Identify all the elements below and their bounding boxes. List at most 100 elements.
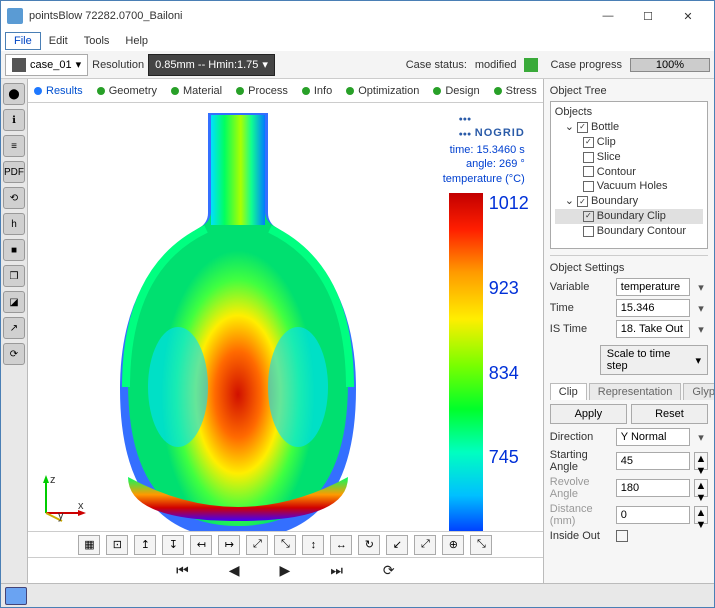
menu-tools[interactable]: Tools (76, 33, 118, 49)
spinner[interactable]: ▲▼ (694, 452, 708, 470)
tab-geometry[interactable]: Geometry (97, 85, 157, 97)
tab-stress[interactable]: Stress (494, 85, 537, 97)
left-tool-9[interactable]: ↗ (3, 317, 25, 339)
tab-process[interactable]: Process (236, 85, 288, 97)
tree-item-contour[interactable]: Contour (555, 165, 703, 180)
view-tool-9[interactable]: ↔ (330, 535, 352, 555)
resolution-label: Resolution (92, 59, 144, 71)
left-tool-7[interactable]: ❒ (3, 265, 25, 287)
tab-info[interactable]: Info (302, 85, 332, 97)
tab-design[interactable]: Design (433, 85, 479, 97)
view-tool-6[interactable]: ⤢ (246, 535, 268, 555)
case-status-label: Case status: (406, 59, 467, 71)
inside-out-checkbox[interactable] (616, 530, 628, 542)
starting-angle-label: Starting Angle (550, 449, 612, 473)
left-tool-1[interactable]: ℹ (3, 109, 25, 131)
tab-results[interactable]: Results (34, 85, 83, 97)
menu-file[interactable]: File (5, 32, 41, 50)
view-tool-5[interactable]: ↦ (218, 535, 240, 555)
chevron-down-icon[interactable]: ▾ (694, 281, 708, 294)
statusbar-button[interactable] (5, 587, 27, 605)
resolution-selector[interactable]: 0.85mm -- Hmin:1.75 ▾ (148, 54, 275, 76)
starting-angle-input[interactable]: 45 (616, 452, 690, 470)
tab-clip[interactable]: Clip (550, 383, 587, 400)
minimize-button[interactable]: — (588, 2, 628, 30)
svg-text:z: z (50, 474, 56, 486)
playback-3[interactable]: ⏭ (330, 562, 343, 579)
tree-item-boundary-contour[interactable]: Boundary Contour (555, 224, 703, 239)
playback-2[interactable]: ▶ (280, 562, 291, 579)
object-tree[interactable]: Objects ⌄✓Bottle ✓ClipSliceContourVacuum… (550, 101, 708, 249)
tab-glyph[interactable]: Glyph (683, 383, 714, 400)
tree-item-vacuum-holes[interactable]: Vacuum Holes (555, 179, 703, 194)
menu-edit[interactable]: Edit (41, 33, 76, 49)
chevron-down-icon[interactable]: ▾ (694, 323, 708, 336)
spinner[interactable]: ▲▼ (694, 506, 708, 524)
direction-select[interactable]: Y Normal (616, 428, 690, 446)
left-tool-5[interactable]: h (3, 213, 25, 235)
svg-text:x: x (78, 500, 84, 512)
viewport-3d[interactable]: ● ● ●● ● ● NOGRID time: 15.3460 s angle:… (28, 103, 543, 531)
tree-item-slice[interactable]: Slice (555, 150, 703, 165)
view-tool-11[interactable]: ↙ (386, 535, 408, 555)
left-tool-10[interactable]: ⟳ (3, 343, 25, 365)
time-select[interactable]: 15.346 (616, 299, 690, 317)
view-tool-7[interactable]: ⤡ (274, 535, 296, 555)
view-tool-0[interactable]: ▦ (78, 535, 100, 555)
tab-optimization[interactable]: Optimization (346, 85, 419, 97)
playback-0[interactable]: ⏮ (176, 562, 189, 579)
menu-help[interactable]: Help (117, 33, 156, 49)
overlay-time: time: 15.3460 s (443, 143, 525, 157)
spinner[interactable]: ▲▼ (694, 479, 708, 497)
playback-row: ⏮ ◀ ▶ ⏭ ⟳ (28, 557, 543, 583)
tab-material[interactable]: Material (171, 85, 222, 97)
toolbar: case_01 ▾ Resolution 0.85mm -- Hmin:1.75… (1, 51, 714, 79)
view-tool-4[interactable]: ↤ (190, 535, 212, 555)
tree-node-bottle[interactable]: ⌄✓Bottle (555, 120, 703, 135)
view-tool-1[interactable]: ⊡ (106, 535, 128, 555)
tab-representation[interactable]: Representation (589, 383, 682, 400)
case-value: case_01 (30, 59, 72, 71)
status-bar (1, 583, 714, 607)
left-tool-2[interactable]: ≡ (3, 135, 25, 157)
distance-input[interactable]: 0 (616, 506, 690, 524)
variable-select[interactable]: temperature (616, 278, 690, 296)
left-tool-4[interactable]: ⟲ (3, 187, 25, 209)
view-tool-3[interactable]: ↧ (162, 535, 184, 555)
apply-button[interactable]: Apply (550, 404, 627, 424)
reset-button[interactable]: Reset (631, 404, 708, 424)
left-tool-0[interactable]: ⬤ (3, 83, 25, 105)
revolve-angle-label: Revolve Angle (550, 476, 612, 500)
view-tool-row: ▦ ⊡ ↥ ↧ ↤ ↦ ⤢ ⤡ ↕ ↔ ↻ ↙ ⤢ ⊕ ⤡ (28, 531, 543, 557)
case-selector[interactable]: case_01 ▾ (5, 54, 88, 76)
playback-4[interactable]: ⟳ (383, 562, 395, 579)
view-tool-10[interactable]: ↻ (358, 535, 380, 555)
maximize-button[interactable]: ☐ (628, 2, 668, 30)
menu-bar: File Edit Tools Help (1, 31, 714, 51)
left-toolbar: ⬤ ℹ ≡ PDF ⟲ h ■ ❒ ◪ ↗ ⟳ (1, 79, 28, 583)
istime-select[interactable]: 18. Take Out (616, 320, 690, 338)
object-settings-title: Object Settings (550, 262, 708, 274)
left-tool-6[interactable]: ■ (3, 239, 25, 261)
case-icon (12, 58, 26, 72)
left-tool-3[interactable]: PDF (3, 161, 25, 183)
settings-tabs: Clip Representation Glyph (550, 383, 708, 400)
view-tool-13[interactable]: ⊕ (442, 535, 464, 555)
tree-node-boundary[interactable]: ⌄✓Boundary (555, 194, 703, 209)
view-tool-14[interactable]: ⤡ (470, 535, 492, 555)
revolve-angle-input[interactable]: 180 (616, 479, 690, 497)
view-tool-8[interactable]: ↕ (302, 535, 324, 555)
playback-1[interactable]: ◀ (229, 562, 240, 579)
tree-item-clip[interactable]: ✓Clip (555, 135, 703, 150)
chevron-down-icon[interactable]: ▾ (694, 302, 708, 315)
tree-item-boundary-clip[interactable]: ✓Boundary Clip (555, 209, 703, 224)
scale-bar (449, 193, 483, 531)
scale-to-timestep-button[interactable]: Scale to time step▾ (600, 345, 708, 375)
window-title: pointsBlow 72282.0700_Bailoni (29, 10, 588, 22)
view-tool-12[interactable]: ⤢ (414, 535, 436, 555)
view-tool-2[interactable]: ↥ (134, 535, 156, 555)
left-tool-8[interactable]: ◪ (3, 291, 25, 313)
chevron-down-icon[interactable]: ▾ (694, 431, 708, 444)
close-button[interactable]: ✕ (668, 2, 708, 30)
chevron-down-icon: ▾ (76, 58, 82, 71)
